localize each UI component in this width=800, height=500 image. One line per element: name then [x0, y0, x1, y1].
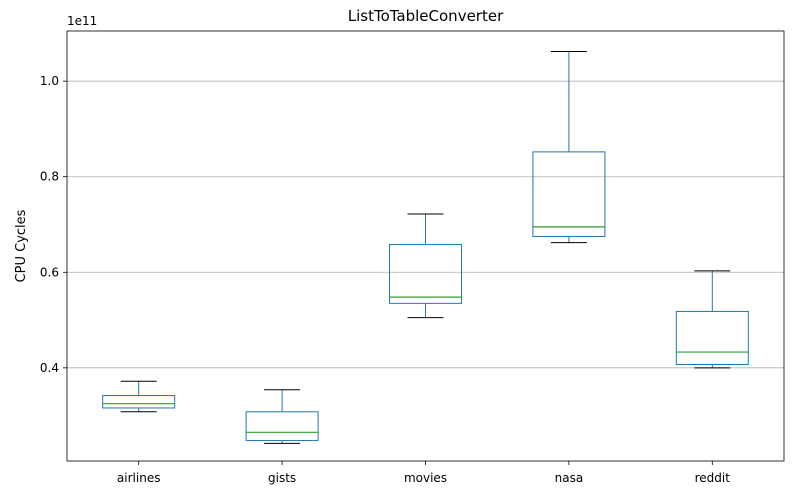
y-tick-label: 0.8: [40, 170, 59, 184]
plot-frame: [66, 30, 785, 462]
iqr-box: [532, 151, 606, 237]
box-movies: [389, 213, 462, 319]
box-reddit: [675, 270, 749, 369]
iqr-box: [675, 310, 749, 365]
box-gists: [245, 389, 319, 444]
x-tick-label: reddit: [695, 471, 731, 485]
x-tick-label: airlines: [117, 471, 161, 485]
chart-title: ListToTableConverter: [348, 7, 504, 25]
y-tick-label: 0.6: [40, 265, 59, 279]
iqr-box: [245, 411, 319, 441]
x-tick-label: gists: [268, 471, 296, 485]
y-axis-offset-label: 1e11: [67, 14, 97, 28]
grid-lines: [67, 80, 784, 369]
y-axis-title: CPU Cycles: [14, 209, 29, 282]
x-tick-label: nasa: [555, 471, 584, 485]
iqr-box: [102, 395, 176, 409]
box-airlines: [102, 380, 176, 413]
y-tick-label: 1.0: [40, 74, 59, 88]
axes-group: 0.4 0.6 0.8 1.0 airlines gists movies nasa reddi…: [40, 30, 785, 485]
y-tick-label: 0.4: [40, 361, 59, 375]
box-nasa: [532, 51, 606, 244]
iqr-box: [389, 244, 462, 304]
x-tick-label: movies: [404, 471, 447, 485]
boxes-group: [102, 51, 749, 444]
